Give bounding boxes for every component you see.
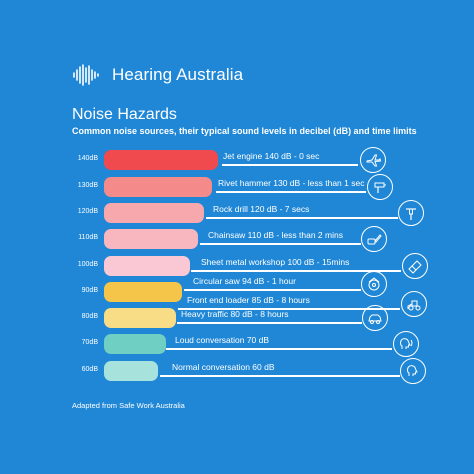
car-icon bbox=[362, 305, 388, 331]
hazard-row-jet-engine: 140dB Jet engine 140 dB - 0 sec bbox=[0, 147, 474, 173]
leader-line bbox=[191, 270, 401, 272]
hazard-label: Jet engine 140 dB - 0 sec bbox=[223, 151, 320, 161]
hazard-label: Heavy traffic 80 dB - 8 hours bbox=[181, 309, 289, 319]
leader-line bbox=[200, 243, 361, 245]
source-credit: Adapted from Safe Work Australia bbox=[72, 401, 185, 410]
level-bar bbox=[104, 229, 198, 249]
hazard-row-circular-saw: 90dB Circular saw 94 dB - 1 hour bbox=[0, 271, 474, 304]
level-bar bbox=[104, 308, 176, 328]
circular-saw-icon bbox=[361, 271, 387, 297]
level-bar bbox=[104, 256, 190, 276]
hazard-label: Rock drill 120 dB - 7 secs bbox=[213, 204, 310, 214]
loud-talk-icon bbox=[393, 331, 419, 357]
plane-icon bbox=[360, 147, 386, 173]
page-title: Noise Hazards bbox=[72, 106, 177, 123]
hazard-label: Rivet hammer 130 dB - less than 1 sec bbox=[218, 178, 365, 188]
decibel-level: 90dB bbox=[81, 287, 98, 294]
level-bar bbox=[104, 282, 182, 302]
leader-line bbox=[206, 217, 398, 219]
leader-line bbox=[184, 289, 361, 291]
level-bar bbox=[104, 203, 204, 223]
rock-drill-icon bbox=[398, 200, 424, 226]
decibel-level: 140dB bbox=[77, 155, 98, 162]
page-subtitle: Common noise sources, their typical soun… bbox=[72, 126, 417, 136]
hazard-row-front-end-loader: Front end loader 85 dB - 8 hours bbox=[0, 291, 474, 317]
hazard-row-chainsaw: 110dB Chainsaw 110 dB - less than 2 mins bbox=[0, 226, 474, 252]
decibel-level: 80dB bbox=[81, 313, 98, 320]
hazard-label: Front end loader 85 dB - 8 hours bbox=[187, 295, 310, 305]
soundwave-icon bbox=[73, 64, 99, 86]
decibel-level: 70dB bbox=[81, 339, 98, 346]
hazard-label: Circular saw 94 dB - 1 hour bbox=[193, 276, 296, 286]
hazard-row-sheet-metal-workshop: 100dB Sheet metal workshop 100 dB - 15mi… bbox=[0, 253, 474, 279]
hazard-row-rivet-hammer: 130dB Rivet hammer 130 dB - less than 1 … bbox=[0, 174, 474, 200]
chainsaw-icon bbox=[361, 226, 387, 252]
loader-icon bbox=[401, 291, 427, 317]
level-bar bbox=[104, 334, 166, 354]
leader-line bbox=[160, 375, 400, 377]
hazard-row-normal-conversation: 60dB Normal conversation 60 dB bbox=[0, 358, 474, 384]
leader-line bbox=[178, 308, 400, 310]
leader-line bbox=[177, 322, 362, 324]
decibel-level: 130dB bbox=[77, 182, 98, 189]
talk-icon bbox=[400, 358, 426, 384]
hazard-row-loud-conversation: 70dB Loud conversation 70 dB bbox=[0, 331, 474, 357]
sheet-metal-icon bbox=[402, 253, 428, 279]
hazard-label: Chainsaw 110 dB - less than 2 mins bbox=[208, 230, 343, 240]
leader-line bbox=[222, 164, 358, 166]
hazard-label: Loud conversation 70 dB bbox=[175, 335, 270, 345]
decibel-level: 60dB bbox=[81, 366, 98, 373]
brand-logo: Hearing Australia bbox=[72, 64, 243, 86]
leader-line bbox=[166, 348, 392, 350]
hazard-row-heavy-traffic: 80dB Heavy traffic 80 dB - 8 hours bbox=[0, 305, 474, 331]
level-bar bbox=[104, 177, 212, 197]
decibel-level: 100dB bbox=[77, 261, 98, 268]
hazard-label: Normal conversation 60 dB bbox=[172, 362, 275, 372]
level-bar bbox=[104, 150, 218, 170]
leader-line bbox=[216, 191, 366, 193]
decibel-level: 110dB bbox=[78, 234, 98, 241]
decibel-level: 120dB bbox=[77, 208, 98, 215]
level-bar bbox=[104, 361, 158, 381]
brand-name: Hearing Australia bbox=[112, 65, 244, 84]
rivet-hammer-icon bbox=[367, 174, 393, 200]
hazard-label: Sheet metal workshop 100 dB - 15mins bbox=[201, 257, 350, 267]
hazard-row-rock-drill: 120dB Rock drill 120 dB - 7 secs bbox=[0, 200, 474, 226]
